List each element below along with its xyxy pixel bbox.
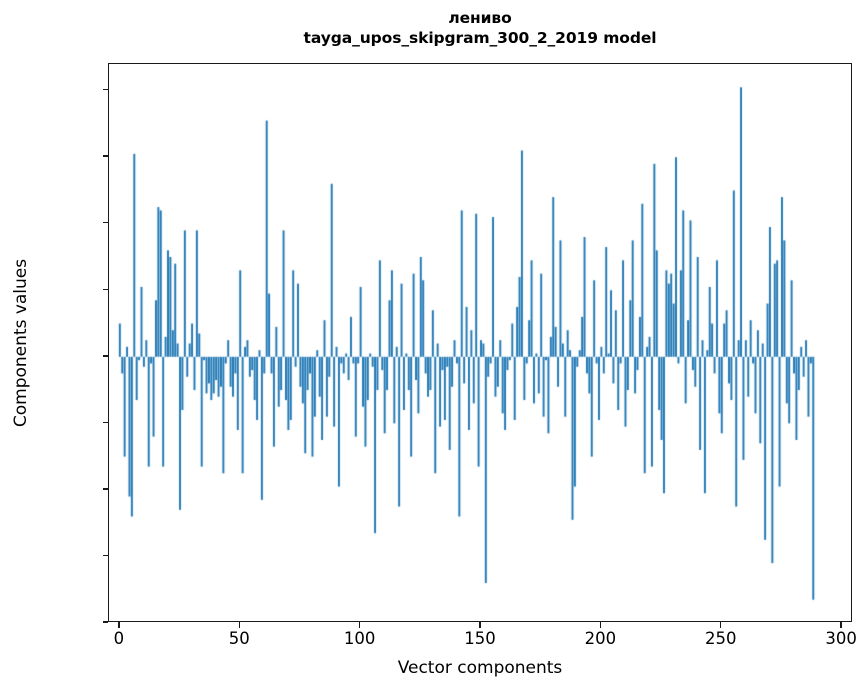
x-tick-label: 100 xyxy=(343,629,376,648)
x-tick-label: 150 xyxy=(464,629,496,648)
x-tick-label: 0 xyxy=(113,629,125,648)
x-tick-label: 250 xyxy=(705,629,737,648)
plot-area xyxy=(108,63,853,623)
bar-series-canvas xyxy=(109,64,853,623)
x-tick-label: 300 xyxy=(825,629,857,648)
chart-title: лениво tayga_upos_skipgram_300_2_2019 mo… xyxy=(108,8,852,49)
y-axis-label: Components values xyxy=(11,258,31,428)
x-tick-label: 200 xyxy=(584,629,617,648)
x-axis-label: Vector components xyxy=(397,658,563,678)
x-tick-label: 50 xyxy=(228,629,250,648)
chart-title-line-1: лениво xyxy=(448,9,512,27)
chart-title-line-2: tayga_upos_skipgram_300_2_2019 model xyxy=(303,29,657,48)
